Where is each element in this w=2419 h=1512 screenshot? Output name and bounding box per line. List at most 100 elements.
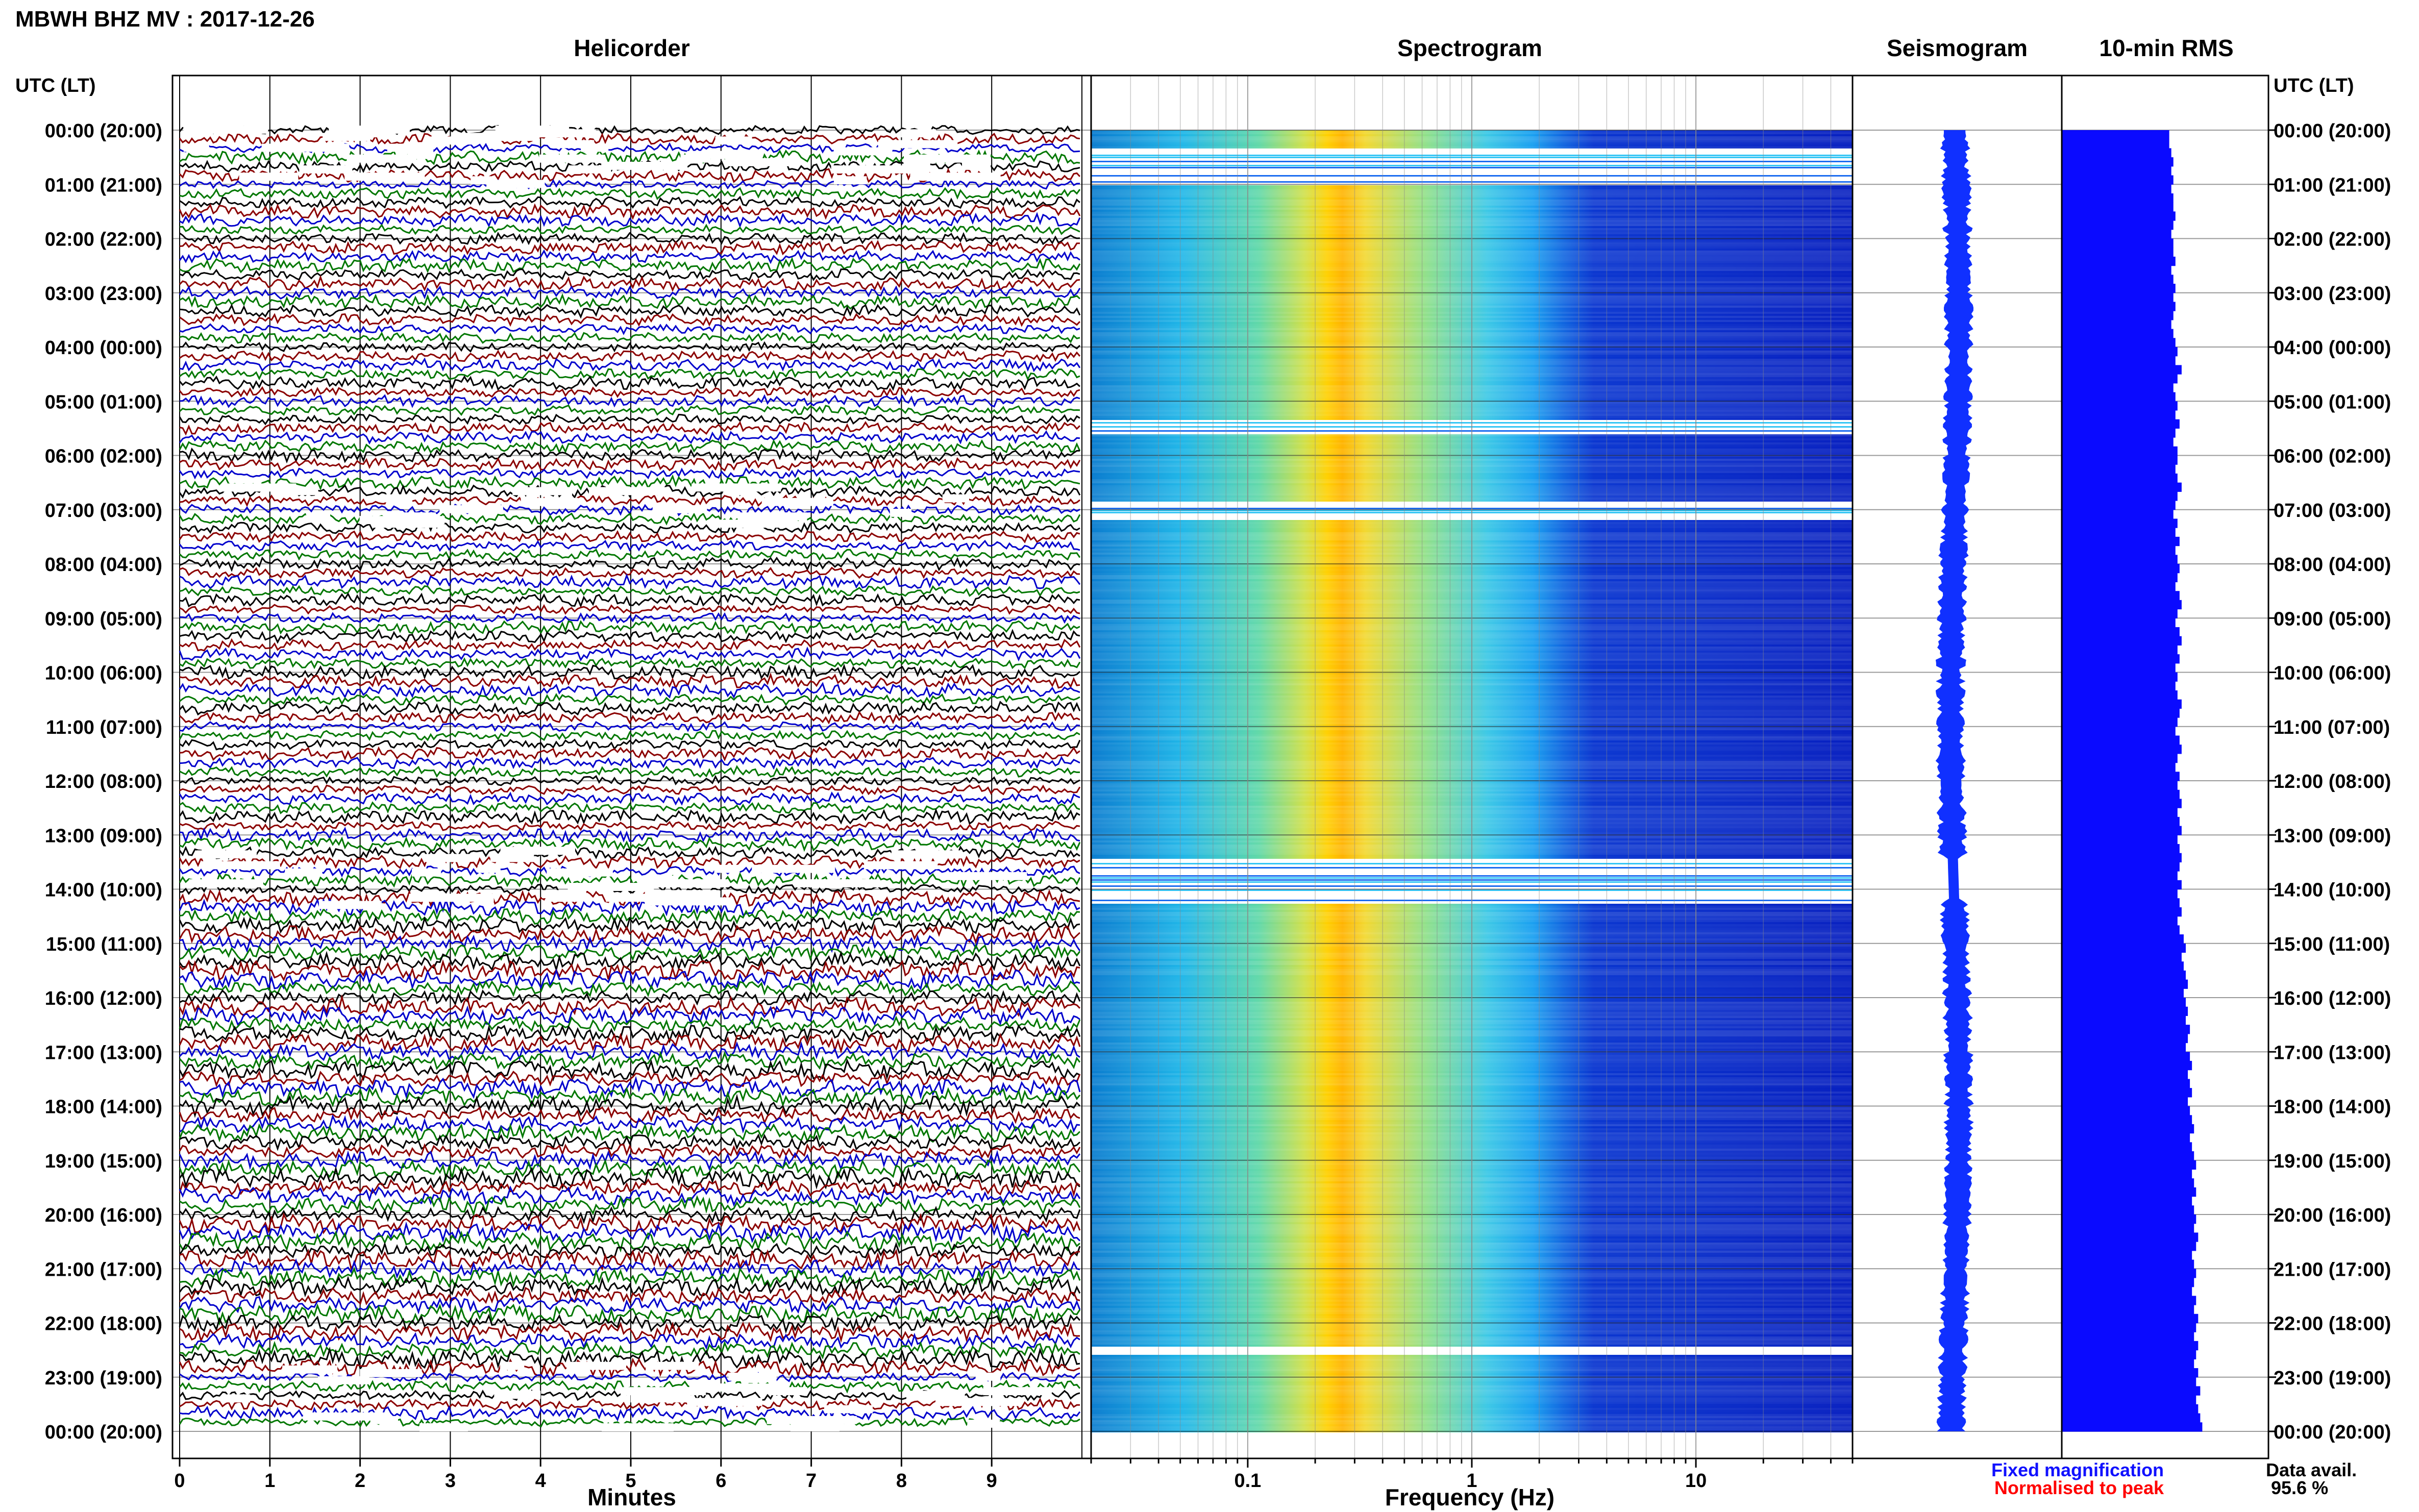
helicorder-gap (567, 883, 654, 891)
rms-bar (2062, 573, 2178, 583)
rms-bar (2062, 1286, 2192, 1296)
helicorder-x-tick-label: 2 (355, 1470, 365, 1492)
time-axis-label-right: UTC (LT) (2274, 75, 2354, 96)
helicorder-gap (581, 143, 609, 152)
rms-bar (2062, 473, 2178, 483)
rms-bar (2062, 1341, 2199, 1351)
helicorder-gap (946, 872, 1027, 880)
helicorder-gap (709, 519, 798, 528)
rms-bar (2062, 582, 2176, 591)
rms-bar (2062, 482, 2182, 492)
rms-bar (2062, 880, 2182, 890)
helicorder-gap (500, 847, 576, 855)
time-tick-label: 19:00 (15:00) (2274, 1151, 2391, 1172)
rms-bar (2062, 1088, 2192, 1098)
time-tick-label: 21:00 (17:00) (2274, 1259, 2391, 1280)
helicorder-x-tick-label: 5 (625, 1470, 636, 1492)
helicorder-trace (179, 592, 1080, 608)
helicorder-trace (179, 746, 1080, 762)
rms-bar (2062, 284, 2176, 293)
rms-bar (2062, 247, 2174, 257)
helicorder-trace (179, 494, 1080, 507)
rms-bar (2062, 410, 2176, 420)
helicorder-trace (179, 1212, 1081, 1234)
helicorder-trace (179, 682, 1080, 699)
helicorder-gap (646, 1361, 699, 1370)
helicorder-gap (761, 498, 833, 506)
rms-bar (2062, 717, 2178, 727)
rms-bar (2062, 889, 2178, 899)
helicorder-gap (714, 864, 740, 873)
helicorder-gap (621, 1387, 706, 1396)
rms-bar (2062, 1323, 2196, 1332)
rms-bar (2062, 401, 2178, 411)
time-tick-label: 16:00 (12:00) (2274, 988, 2391, 1009)
helicorder-trace (179, 765, 1080, 778)
rms-bar (2062, 871, 2178, 881)
helicorder-trace (179, 1178, 1080, 1198)
helicorder-trace (179, 1094, 1081, 1118)
helicorder-trace (179, 375, 1081, 391)
rms-bar (2062, 555, 2178, 564)
rms-bar (2062, 564, 2180, 574)
helicorder-gap (318, 1376, 369, 1384)
helicorder-trace (179, 484, 1081, 499)
rms-bar (2062, 816, 2180, 827)
helicorder-trace (179, 430, 1080, 445)
helicorder-gap (547, 868, 613, 877)
helicorder-trace (179, 394, 1080, 408)
rms-bar (2062, 681, 2176, 691)
helicorder-gap (833, 147, 893, 156)
rms-bar (2062, 1070, 2188, 1079)
helicorder-gap (360, 1369, 422, 1377)
rms-bar (2062, 907, 2182, 917)
helicorder-trace (179, 969, 1080, 992)
helicorder-trace (179, 924, 1081, 945)
rms-bar (2062, 1269, 2196, 1278)
helicorder-trace (179, 865, 1080, 878)
frequency-tick-label: 0.1 (1234, 1470, 1261, 1492)
helicorder-trace (179, 585, 1080, 597)
time-tick-label: 11:00 (07:00) (46, 717, 162, 738)
rms-bar (2062, 1332, 2194, 1342)
rms-bar (2062, 455, 2178, 465)
helicorder-gap (370, 1416, 399, 1424)
helicorder-trace (179, 420, 1081, 436)
helicorder-x-tick-label: 6 (715, 1470, 726, 1492)
helicorder-gap (569, 165, 611, 173)
spectrogram-xlabel: Frequency (Hz) (1385, 1484, 1554, 1510)
helicorder-gap (299, 165, 353, 173)
rms-bar (2062, 862, 2180, 872)
helicorder-gap (725, 487, 753, 495)
rms-bar (2062, 211, 2176, 221)
helicorder-gap (790, 1423, 840, 1431)
helicorder-title: Helicorder (574, 35, 690, 61)
helicorder-trace (179, 530, 1080, 543)
rms-bar (2062, 789, 2180, 800)
helicorder-trace (179, 1150, 1081, 1172)
helicorder-gap (500, 1361, 525, 1370)
helicorder-gap (424, 854, 463, 862)
helicorder-gap (910, 172, 1001, 181)
rms-bar (2062, 1368, 2199, 1378)
helicorder-trace (179, 1166, 1080, 1190)
rms-bar (2062, 229, 2171, 239)
helicorder-gap (486, 180, 545, 188)
helicorder-gap (752, 864, 835, 873)
rms-bar (2062, 609, 2178, 618)
time-tick-label: 23:00 (19:00) (2274, 1368, 2391, 1389)
helicorder-trace (179, 304, 1081, 319)
spectrogram-x-ticks: 0.1 1 10 (1090, 1458, 1854, 1492)
helicorder-gap (460, 133, 540, 141)
rms-bar (2062, 645, 2178, 655)
rms-bar (2062, 1296, 2196, 1305)
time-tick-label: 04:00 (00:00) (45, 337, 162, 359)
time-tick-label: 15:00 (11:00) (2274, 934, 2390, 955)
rms-bar (2062, 1313, 2199, 1324)
helicorder-gap (347, 154, 417, 163)
helicorder-trace (179, 994, 1081, 1018)
rms-bar (2062, 446, 2178, 456)
helicorder-gap (373, 519, 444, 528)
rms-bar (2062, 292, 2174, 303)
seismogram-trace (1935, 130, 1974, 1431)
